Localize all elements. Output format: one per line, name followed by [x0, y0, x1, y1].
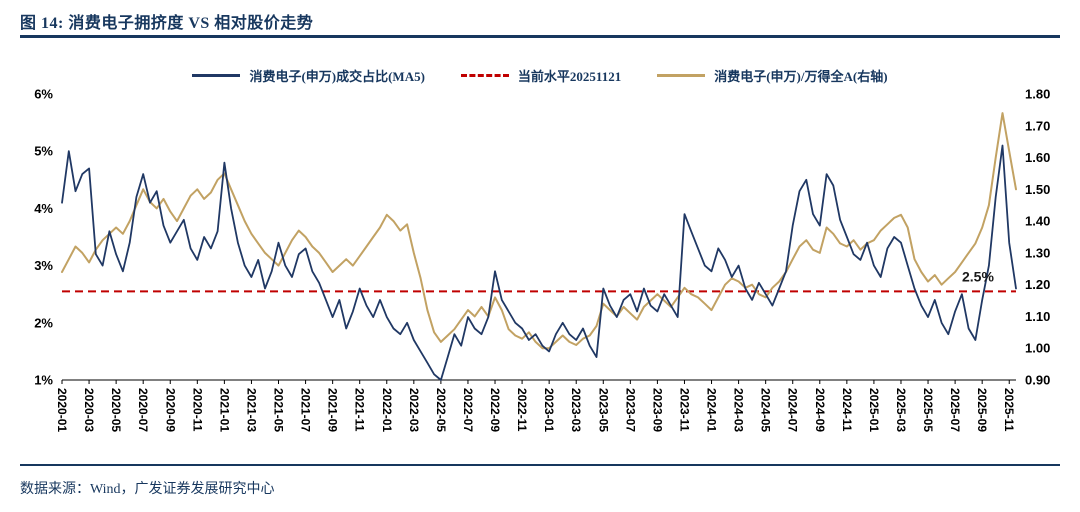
x-axis-tick-label: 2023-01 [542, 388, 556, 432]
x-axis-tick-label: 2021-07 [299, 388, 313, 432]
right-axis-tick-label: 1.70 [1025, 118, 1050, 133]
axis-labels: 6% 5% 4% 3% 2% 1% 1.80 1.70 1.60 1.50 1.40 1.30 1.20… [34, 87, 1050, 433]
navy-line-swatch-icon [192, 74, 241, 77]
x-axis-tick-label: 2021-01 [217, 388, 231, 432]
x-axis-tick-label: 2023-11 [677, 388, 691, 432]
x-axis-tick-label: 2023-07 [623, 388, 637, 432]
legend-item-current-level: 当前水平20251121 [460, 66, 622, 85]
legend-label-current-level: 当前水平20251121 [517, 69, 622, 84]
x-axis-tick-label: 2020-05 [109, 388, 123, 432]
x-axis-tick-label: 2024-01 [705, 388, 719, 432]
right-axis-tick-label: 1.10 [1025, 309, 1050, 324]
relative-price-line [61, 112, 1017, 350]
title-underline [20, 35, 1060, 38]
left-axis-tick-label: 2% [34, 315, 53, 330]
x-axis-tick-label: 2024-05 [759, 388, 773, 432]
x-axis-tick-label: 2021-03 [244, 388, 258, 432]
line-chart-canvas: 6% 5% 4% 3% 2% 1% 1.80 1.70 1.60 1.50 1.40 1.30 1.20… [34, 87, 1050, 433]
x-axis-tick-label: 2020-07 [136, 388, 150, 432]
x-axis-tick-label: 2025-03 [894, 388, 908, 432]
right-axis-tick-label: 1.50 [1025, 182, 1050, 197]
legend-item-relative-price: 消费电子(申万)/万得全A(右轴) [657, 66, 888, 85]
x-axis-tick-label: 2021-09 [326, 388, 340, 432]
left-axis-tick-label: 4% [34, 201, 53, 216]
red-dashed-line-swatch-icon [460, 74, 509, 77]
right-axis-tick-label: 1.00 [1025, 341, 1050, 356]
x-axis-tick-label: 2023-05 [596, 388, 610, 432]
x-axis-tick-label: 2022-11 [515, 388, 529, 432]
x-axis-tick-label: 2024-09 [813, 388, 827, 432]
right-axis-tick-label: 1.20 [1025, 277, 1050, 292]
crowding-line [61, 144, 1017, 381]
x-axis-tick-label: 2023-03 [569, 388, 583, 432]
right-axis-tick-label: 1.30 [1025, 245, 1050, 260]
figure-title: 图 14: 消费电子拥挤度 VS 相对股价走势 [20, 15, 314, 32]
right-axis-tick-label: 1.60 [1025, 150, 1050, 165]
right-axis-tick-label: 0.90 [1025, 373, 1050, 388]
x-axis-tick-label: 2025-09 [975, 388, 989, 432]
x-axis-tick-label: 2020-01 [55, 388, 69, 432]
x-axis-tick-label: 2023-09 [650, 388, 664, 432]
legend-label-relative-price: 消费电子(申万)/万得全A(右轴) [714, 69, 888, 84]
x-axis-tick-label: 2020-03 [82, 388, 96, 432]
legend-label-crowding: 消费电子(申万)成交占比(MA5) [249, 69, 425, 84]
x-axis-tick-label: 2022-01 [380, 388, 394, 432]
right-axis-tick-label: 1.40 [1025, 214, 1050, 229]
x-axis-tick-label: 2022-05 [434, 388, 448, 432]
tan-line-swatch-icon [657, 74, 706, 77]
x-axis-tick-label: 2020-09 [163, 388, 177, 432]
x-axis-tick-label: 2025-05 [921, 388, 935, 432]
x-axis-tick-label: 2025-01 [867, 388, 881, 432]
current-level-annotation: 2.5% [962, 268, 994, 284]
x-axis-tick-label: 2021-11 [353, 388, 367, 432]
left-axis-tick-label: 6% [34, 87, 53, 102]
chart-legend: 消费电子(申万)成交占比(MA5) 当前水平20251121 消费电子(申万)/… [0, 66, 1080, 85]
legend-item-crowding: 消费电子(申万)成交占比(MA5) [192, 66, 425, 85]
x-axis-tick-label: 2022-07 [461, 388, 475, 432]
right-axis-tick-label: 1.80 [1025, 87, 1050, 102]
left-axis-tick-label: 3% [34, 258, 53, 273]
x-axis-tick-label: 2025-07 [948, 388, 962, 432]
x-axis-tick-label: 2021-05 [272, 388, 286, 432]
x-axis-tick-label: 2024-11 [840, 388, 854, 432]
x-axis-tick-label: 2024-07 [786, 388, 800, 432]
x-axis-tick-label: 2025-11 [1002, 388, 1016, 432]
x-axis-tick-label: 2020-11 [190, 388, 204, 432]
x-axis-tick-label: 2022-03 [407, 388, 421, 432]
x-axis-tick-label: 2024-03 [732, 388, 746, 432]
footer-divider [20, 464, 1060, 466]
data-source: 数据来源：Wind，广发证券发展研究中心 [20, 482, 275, 497]
left-axis-tick-label: 5% [34, 144, 53, 159]
x-axis-tick-label: 2022-09 [488, 388, 502, 432]
left-axis-tick-label: 1% [34, 373, 53, 388]
